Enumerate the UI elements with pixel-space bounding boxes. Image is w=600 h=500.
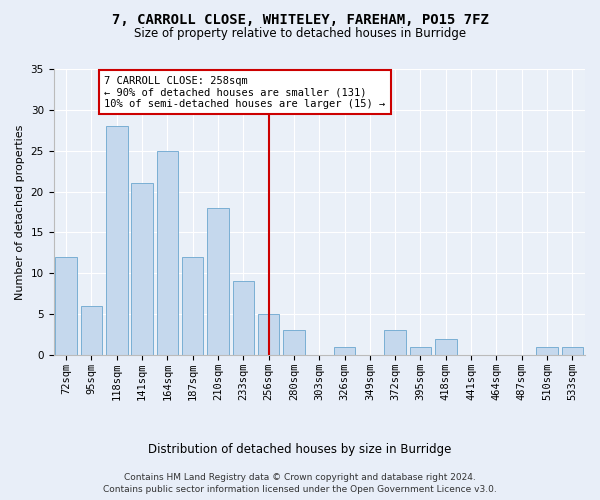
Bar [562, 346, 583, 355]
Bar [385, 330, 406, 355]
Bar [283, 330, 305, 355]
Bar [81, 306, 102, 355]
Y-axis label: Number of detached properties: Number of detached properties [15, 124, 25, 300]
Text: Distribution of detached houses by size in Burridge: Distribution of detached houses by size … [148, 442, 452, 456]
Bar [435, 338, 457, 355]
Bar [334, 346, 355, 355]
Bar [207, 208, 229, 355]
Bar [410, 346, 431, 355]
Bar [55, 257, 77, 355]
Text: 7, CARROLL CLOSE, WHITELEY, FAREHAM, PO15 7FZ: 7, CARROLL CLOSE, WHITELEY, FAREHAM, PO1… [112, 12, 488, 26]
Text: Size of property relative to detached houses in Burridge: Size of property relative to detached ho… [134, 28, 466, 40]
Text: Contains public sector information licensed under the Open Government Licence v3: Contains public sector information licen… [103, 485, 497, 494]
Bar [258, 314, 280, 355]
Text: 7 CARROLL CLOSE: 258sqm
← 90% of detached houses are smaller (131)
10% of semi-d: 7 CARROLL CLOSE: 258sqm ← 90% of detache… [104, 76, 385, 108]
Bar [157, 150, 178, 355]
Bar [536, 346, 558, 355]
Bar [106, 126, 128, 355]
Bar [233, 282, 254, 355]
Text: Contains HM Land Registry data © Crown copyright and database right 2024.: Contains HM Land Registry data © Crown c… [124, 472, 476, 482]
Bar [182, 257, 203, 355]
Bar [131, 184, 153, 355]
